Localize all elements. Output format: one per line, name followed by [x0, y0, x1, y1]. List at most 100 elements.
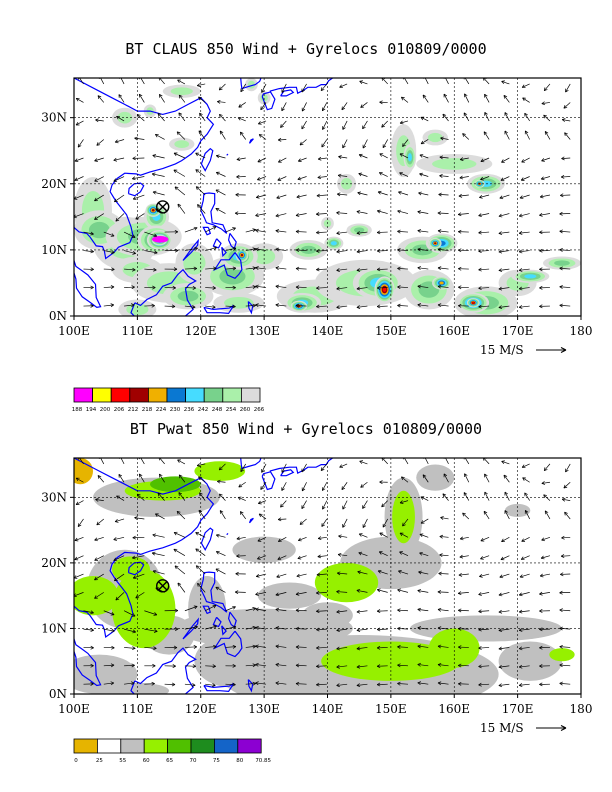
wind-arrow-head: [260, 486, 264, 490]
wind-arrow: [134, 137, 145, 140]
wind-arrow: [280, 500, 287, 508]
lon-tick-label: 110E: [122, 324, 154, 338]
cloud-blob: [240, 253, 244, 257]
wind-arrow: [519, 665, 530, 668]
wind-arrow-head: [94, 158, 98, 162]
wind-arrow-head: [498, 286, 503, 291]
wind-arrow-head: [77, 143, 82, 148]
wind-arrow-head: [237, 496, 242, 501]
wind-arrow-head: [174, 627, 179, 631]
wind-arrow-head: [151, 303, 155, 308]
cloud-blob: [353, 227, 365, 233]
wind-arrow-head: [397, 626, 401, 631]
wind-arrow-head: [560, 572, 564, 577]
wind-arrow: [437, 285, 449, 288]
wind-arrow-head: [255, 592, 259, 596]
coastline: [127, 182, 145, 197]
wind-arrow: [216, 172, 226, 177]
wind-arrow-head: [457, 591, 462, 596]
wind-arrow-head: [480, 158, 485, 163]
wind-arrow: [115, 592, 125, 601]
wind-arrow: [480, 555, 490, 560]
wind-arrow: [336, 647, 348, 650]
wind-arrow: [278, 537, 287, 542]
wind-arrow-head: [197, 204, 201, 208]
wind-arrow: [417, 627, 429, 630]
wind-arrow: [295, 646, 307, 648]
wind-arrow: [342, 500, 348, 510]
wind-arrow: [462, 133, 470, 140]
wind-arrow: [114, 573, 125, 582]
wind-arrow-head: [543, 494, 548, 499]
wind-arrow-head: [255, 247, 259, 252]
cloud-blob: [382, 287, 387, 292]
wind-arrow-head: [518, 305, 523, 309]
wind-arrow: [255, 627, 267, 630]
wind-arrow: [561, 176, 571, 178]
wind-arrow: [559, 627, 571, 630]
wind-arrow: [356, 589, 368, 593]
wind-arrow-head: [417, 607, 422, 612]
wind-arrow-head: [134, 136, 138, 141]
wind-arrow-head: [321, 487, 326, 491]
wind-arrow: [257, 555, 267, 560]
wind-arrow-head: [255, 228, 259, 233]
wind-arrow: [257, 157, 267, 163]
gyre-cross: [158, 581, 168, 591]
coastline: [182, 238, 200, 261]
wind-arrow: [295, 268, 307, 270]
wind-arrow: [74, 157, 84, 162]
wind-arrow-head: [518, 664, 523, 669]
wind-arrow: [484, 112, 490, 122]
wind-arrow: [316, 231, 327, 233]
wind-arrow: [255, 267, 267, 270]
wind-arrow: [124, 304, 135, 307]
wind-arrow-head: [559, 303, 563, 308]
wind-arrow-head: [176, 510, 181, 515]
wind-arrow: [521, 537, 530, 542]
wind-arrow-head: [539, 609, 543, 613]
wind-arrow-head: [336, 249, 340, 254]
wind-arrow-head: [301, 107, 306, 112]
wind-arrow: [138, 93, 145, 103]
wind-arrow-head: [74, 177, 79, 182]
wind-arrow: [176, 131, 186, 140]
wind-arrow: [564, 511, 571, 520]
wind-arrow-head: [132, 196, 137, 200]
wind-arrow-head: [439, 534, 444, 539]
wind-arrow-head: [278, 159, 282, 163]
wind-arrow: [356, 250, 368, 253]
wind-arrow-head: [498, 231, 503, 235]
wind-arrow-head: [197, 583, 201, 587]
wind-arrow-head: [420, 496, 425, 500]
wind-arrow-head: [297, 555, 302, 560]
wind-arrow: [225, 606, 236, 612]
wind-arrow-head: [499, 195, 504, 200]
wind-arrow-head: [362, 144, 367, 149]
wind-arrow: [501, 537, 510, 542]
wind-arrow: [356, 665, 368, 668]
wind-arrow-head: [337, 571, 341, 576]
wind-arrow-head: [498, 592, 503, 597]
wind-arrow: [320, 83, 328, 91]
wind-arrow-head: [255, 303, 259, 307]
wind-arrow-head: [418, 191, 422, 196]
wind-arrow-head: [561, 156, 565, 161]
wind-arrow: [275, 592, 287, 596]
wind-arrow-head: [252, 228, 256, 233]
wind-arrow: [255, 664, 267, 667]
wind-arrow: [501, 81, 510, 85]
wind-arrow: [417, 211, 429, 214]
wind-arrow-head: [358, 153, 363, 158]
wind-arrow-head: [540, 176, 545, 181]
wind-arrow-head: [316, 304, 320, 309]
wind-arrow-head: [422, 474, 427, 479]
moisture-blob: [232, 661, 271, 688]
wind-arrow: [152, 191, 165, 196]
wind-arrow: [399, 500, 409, 504]
wind-arrow: [356, 683, 368, 686]
wind-arrow-head: [560, 193, 564, 198]
wind-arrow-head: [315, 212, 320, 216]
wind-arrow: [135, 213, 145, 220]
wind-arrow-head: [195, 169, 200, 173]
